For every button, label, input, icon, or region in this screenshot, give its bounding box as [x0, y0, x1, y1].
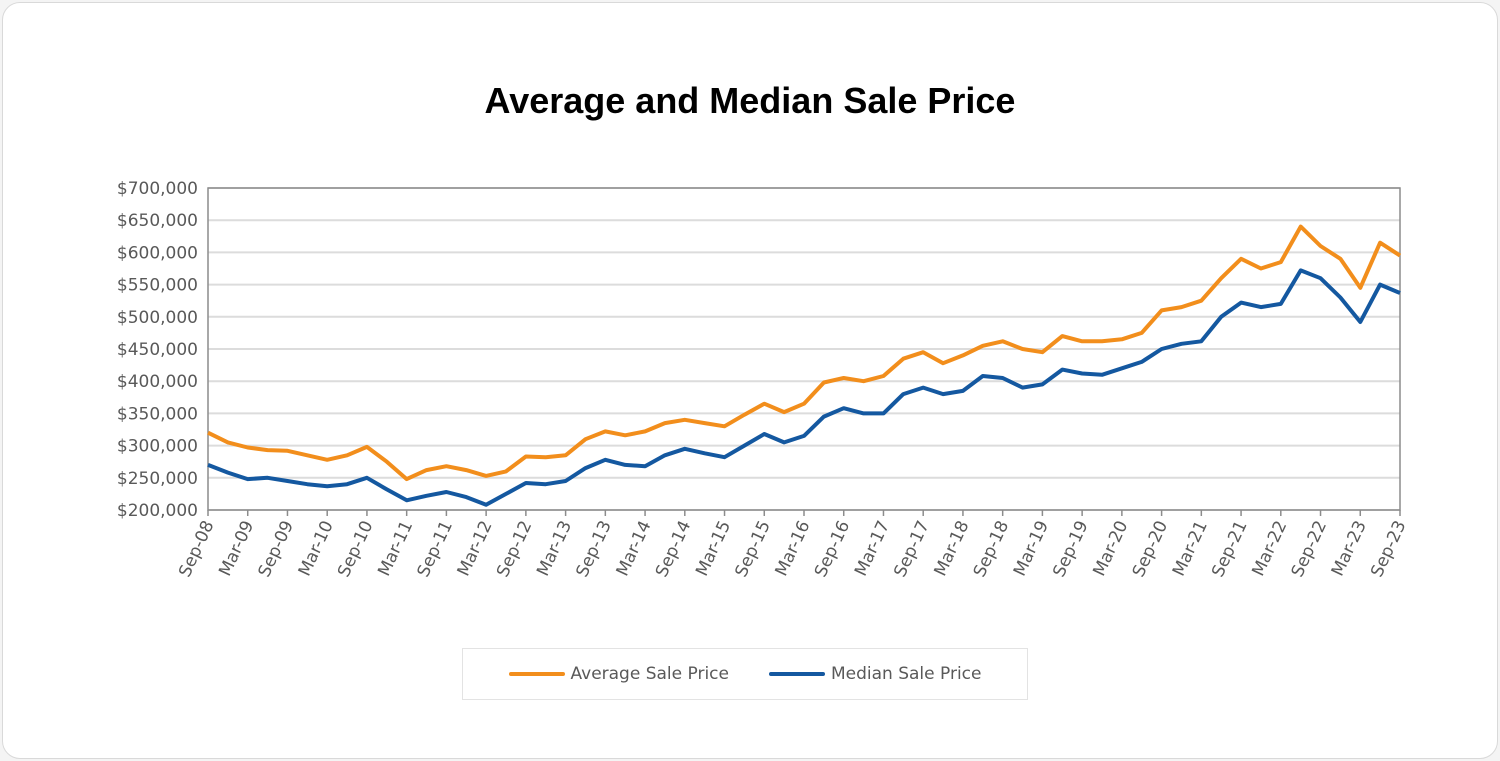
x-tick-label: Mar-10: [295, 518, 338, 580]
x-tick-label: Mar-23: [1328, 518, 1371, 580]
x-tick-label: Sep-10: [334, 518, 377, 581]
legend-swatch-median: [768, 672, 825, 676]
x-tick-label: Sep-19: [1049, 518, 1092, 581]
legend: Average Sale Price Median Sale Price: [462, 648, 1028, 700]
x-tick-label: Mar-19: [1010, 518, 1053, 580]
x-tick-label: Sep-21: [1208, 518, 1251, 581]
legend-item-average: Average Sale Price: [508, 664, 729, 684]
x-tick-label: Sep-22: [1288, 518, 1331, 581]
median-sale-price-line: [207, 268, 1401, 507]
y-tick-label: $700,000: [117, 179, 198, 199]
x-tick-label: Mar-12: [454, 518, 497, 580]
legend-label-median: Median Sale Price: [830, 664, 982, 684]
legend-item-median: Median Sale Price: [768, 664, 982, 684]
legend-swatch-average: [508, 672, 565, 676]
x-tick-label: Mar-09: [215, 518, 258, 580]
x-tick-label: Sep-11: [414, 518, 457, 581]
x-tick-label: Mar-13: [533, 518, 576, 580]
y-tick-label: $200,000: [117, 501, 198, 521]
y-tick-label: $450,000: [117, 340, 198, 360]
x-tick-label: Mar-18: [931, 518, 974, 580]
y-tick-label: $250,000: [117, 469, 198, 489]
y-tick-label: $650,000: [117, 211, 198, 231]
legend-label-average: Average Sale Price: [570, 664, 729, 684]
x-tick-label: Mar-15: [692, 518, 735, 580]
x-tick-label: Sep-09: [255, 518, 298, 581]
x-tick-label: Mar-17: [851, 518, 894, 580]
x-tick-label: Mar-21: [1169, 518, 1212, 580]
average-sale-price-line: [207, 224, 1402, 482]
x-tick-label: Sep-17: [890, 518, 933, 581]
x-tick-label: Sep-08: [175, 518, 218, 581]
x-tick-label: Mar-16: [772, 518, 815, 580]
y-tick-label: $300,000: [117, 437, 198, 457]
y-tick-label: $400,000: [117, 372, 198, 392]
x-tick-label: Sep-18: [970, 518, 1013, 581]
chart-title: Average and Median Sale Price: [484, 80, 1016, 121]
x-tick-label: Mar-11: [374, 518, 417, 580]
x-tick-label: Sep-16: [811, 518, 854, 581]
x-tick-label: Sep-12: [493, 518, 536, 581]
x-tick-label: Sep-13: [572, 518, 615, 581]
y-tick-label: $550,000: [117, 276, 198, 296]
x-tick-label: Sep-23: [1367, 518, 1410, 581]
x-tick-label: Mar-14: [613, 518, 656, 580]
y-tick-label: $500,000: [117, 308, 198, 328]
y-tick-label: $600,000: [117, 243, 198, 263]
y-tick-label: $350,000: [117, 404, 198, 424]
x-tick-label: Sep-14: [652, 518, 695, 581]
x-tick-label: Sep-20: [1129, 518, 1172, 581]
x-tick-label: Mar-22: [1248, 518, 1291, 580]
x-tick-label: Sep-15: [731, 518, 774, 581]
x-tick-label: Mar-20: [1089, 518, 1132, 580]
